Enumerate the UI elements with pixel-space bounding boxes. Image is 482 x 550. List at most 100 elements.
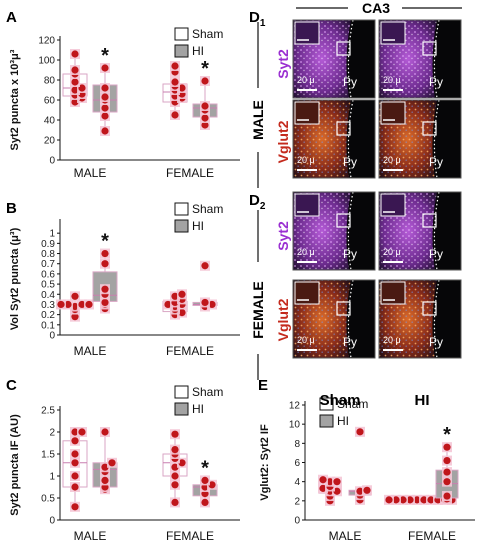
region-label: CA3 [362,0,390,16]
y-tick-label: 0.1 [41,320,55,331]
scale-label: 20 μ [383,155,401,165]
box-male-hi: * [92,45,118,136]
data-point [101,476,109,484]
y-tick-label: 0.5 [41,494,55,505]
data-point [201,476,209,484]
box-male-sham [56,291,94,322]
data-point [201,121,209,129]
y-tick-label: 0.6 [41,269,55,280]
y-tick-label: 0.3 [41,300,55,311]
legend-swatch-hi [174,44,189,58]
category-label: MALE [74,529,107,543]
y-axis-title: Vol Syt2 puncta (μ³) [9,227,21,330]
legend-label-hi: HI [192,402,204,416]
data-point [164,300,172,309]
significance-asterisk: * [101,45,109,67]
box-male-sham [62,49,88,107]
y-tick-label: 0 [49,516,55,527]
data-point [85,300,93,309]
data-point [78,84,86,92]
roi-box [422,121,437,136]
significance-asterisk: * [201,58,209,80]
data-point [57,300,65,309]
layer-label-py: Py [429,75,443,89]
data-point [443,492,451,500]
data-point [101,112,109,120]
micrograph-frame [292,19,376,99]
data-point [71,313,79,321]
scale-label: 20 μ [297,247,315,257]
legend: Sham HI [174,27,223,58]
y-tick-label: 0 [294,516,300,527]
micrograph-female-vglut2-hi: Py 20 μ [378,279,462,359]
roi-box [336,41,351,56]
data-point [71,292,79,300]
box-male-hi [348,426,372,505]
data-point [363,486,371,494]
box-female-sham [162,289,188,320]
y-axis-title: Vglut2: Syt2 IF [259,424,271,501]
data-point [413,496,421,504]
y-tick-label: 2.5 [41,406,55,417]
data-point [101,64,109,72]
y-tick-label: 0 [49,331,55,342]
data-point [64,300,72,309]
panel-letter-a: A [6,9,17,26]
data-point [356,487,364,495]
data-point [443,456,451,465]
data-point [208,481,216,489]
micrograph-male-syt2-sham: Py 20 μ [292,19,376,99]
zoom-inset [294,21,320,45]
data-point [78,300,86,309]
box-female-hi [192,260,218,312]
data-point [443,443,451,451]
legend-swatch-sham [174,385,189,399]
legend-label-sham: Sham [192,202,223,216]
layer-label-py: Py [429,247,443,261]
legend: Sham HI [174,202,223,233]
category-label: MALE [74,344,107,358]
data-point [101,104,109,112]
layer-label-py: Py [343,335,357,349]
layer-label-py: Py [343,75,357,89]
legend: Sham HI [174,385,223,416]
panel-letter-d2: D2 [249,192,266,212]
data-point [443,468,451,476]
data-point [356,428,364,436]
data-point [71,428,79,436]
condition-label-sham: Sham [320,392,361,409]
data-point [108,459,116,467]
panel-letter-c: C [6,377,17,394]
micrograph-frame [292,191,376,271]
box-male-sham [62,427,88,512]
legend-swatch-sham [174,202,189,216]
data-point [201,498,209,506]
y-tick-label: 40 [44,116,56,127]
roi-box [422,41,437,56]
y-tick-label: 80 [44,76,56,87]
data-point [171,498,179,506]
micrograph-panel: CA3 MALE FEMALE Syt2 Vglut2 Syt2 Vglut2 … [250,0,462,409]
data-point [101,298,109,307]
data-point [78,428,86,436]
micrograph-male-syt2-hi: Py 20 μ [378,19,462,99]
data-point [171,62,179,70]
y-tick-label: 8 [294,439,300,450]
box-male-hi: * [92,231,118,314]
data-point [171,430,179,438]
chart-vol-syt2-puncta: 00.10.20.30.40.50.60.70.80.91 Vol Syt2 pu… [9,202,240,358]
data-point [101,127,109,135]
data-point [171,481,179,489]
y-tick-label: 4 [294,477,300,488]
data-point [178,459,186,467]
data-point [101,249,109,258]
data-point [201,77,209,85]
y-tick-label: 60 [44,96,56,107]
panel-letter-d1: D1 [249,9,266,29]
data-point [385,496,393,504]
data-point [71,450,79,458]
data-point [171,78,179,86]
data-point [201,262,209,270]
chart-syt2-puncta: 0 20 40 60 80 100 120 Syt2 puncta x 10³μ³ MALE FE… [9,27,240,180]
box-male-hi [92,427,118,495]
